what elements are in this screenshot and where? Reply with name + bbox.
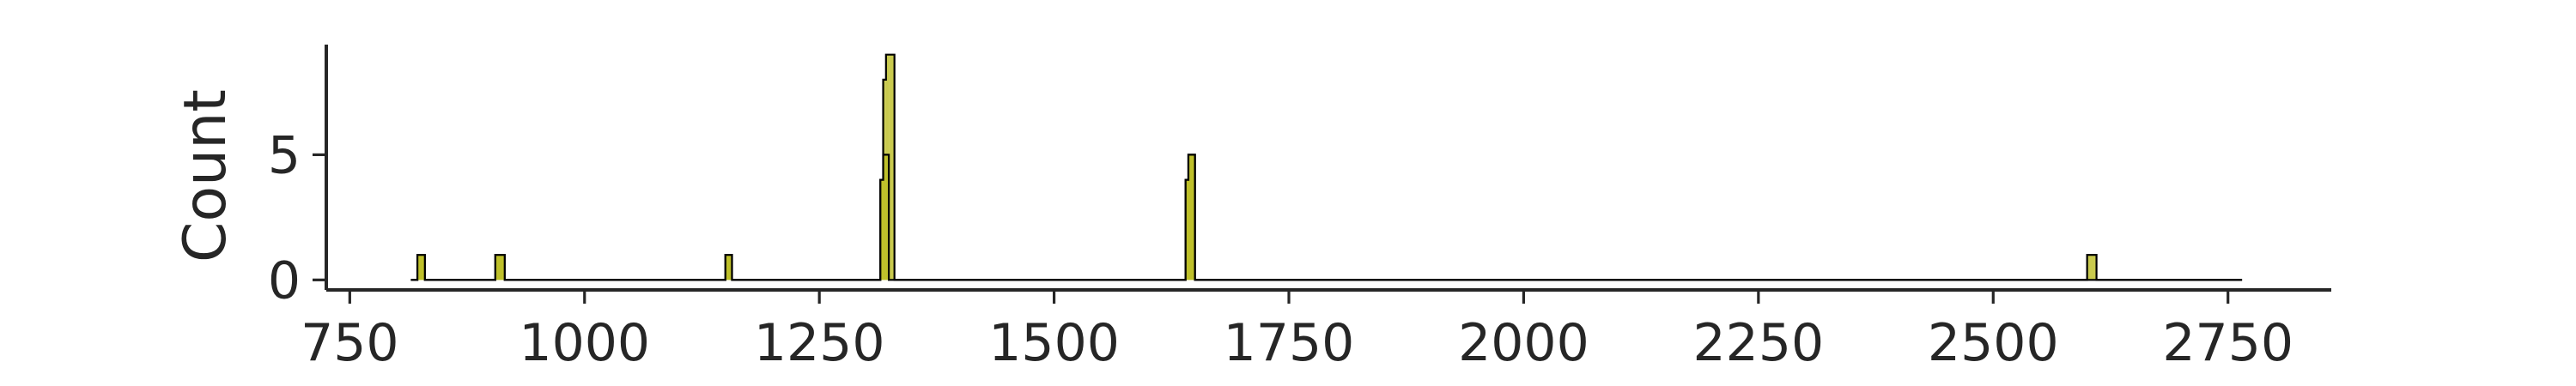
bar-1-8 xyxy=(883,154,890,280)
x-tick-label: 2750 xyxy=(2162,313,2293,373)
x-tick-label: 1500 xyxy=(988,313,1120,373)
plot-area xyxy=(410,53,2243,281)
series-1 xyxy=(410,154,2243,281)
bar-1-12 xyxy=(1188,154,1195,280)
x-tick-label: 2000 xyxy=(1458,313,1589,373)
y-tick-label: 5 xyxy=(268,125,301,185)
series-0-outline xyxy=(410,53,2243,281)
x-tick-label: 2250 xyxy=(1693,313,1825,373)
axes xyxy=(325,45,2331,292)
y-axis-title: Count xyxy=(172,89,240,262)
x-tick-label: 1750 xyxy=(1224,313,1355,373)
bar-1-5 xyxy=(725,255,732,280)
bar-1-7 xyxy=(880,179,884,280)
y-ticks: 05 xyxy=(268,125,326,311)
bar-0-10 xyxy=(889,54,895,280)
x-tick-label: 1250 xyxy=(754,313,885,373)
series-1-outline xyxy=(410,154,2243,281)
y-tick-label: 0 xyxy=(268,250,301,311)
x-tick-label: 2500 xyxy=(1928,313,2059,373)
series-0 xyxy=(410,53,2243,281)
x-ticks: 750 1000 1250 1500 1750 2000 2250 2500 2750 xyxy=(301,290,2293,373)
bar-1-3 xyxy=(495,255,505,280)
x-tick-label: 1000 xyxy=(519,313,650,373)
x-tick-label: 750 xyxy=(301,313,399,373)
bar-1-11 xyxy=(1185,179,1188,280)
bar-0-15 xyxy=(2087,255,2097,280)
bar-1-1 xyxy=(417,255,425,280)
